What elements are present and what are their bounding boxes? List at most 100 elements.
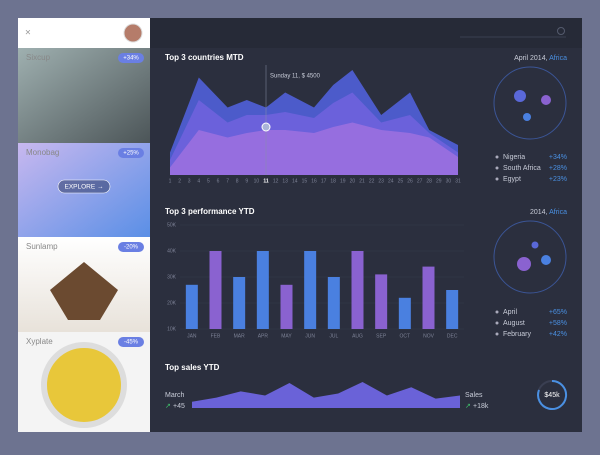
legend-dot — [495, 310, 499, 314]
product-name[interactable]: Xyplate — [26, 337, 53, 346]
x-tick-label: 17 — [321, 178, 327, 184]
explore-button[interactable] — [57, 179, 111, 194]
x-tick-label: 21 — [359, 178, 365, 184]
bar[interactable] — [351, 251, 364, 329]
bubble — [531, 241, 539, 249]
x-tick-label: 19 — [340, 178, 346, 184]
legend-name: August — [503, 320, 525, 327]
legend-name: Egypt — [503, 176, 521, 183]
ring-progress — [537, 379, 568, 410]
legend-change: +58% — [549, 320, 567, 327]
region[interactable]: Africa — [549, 55, 567, 62]
bar[interactable] — [398, 297, 411, 329]
bubble-frame — [493, 66, 567, 140]
panel-title: Top 3 performance YTD — [165, 207, 255, 216]
x-tick-label: 16 — [311, 178, 317, 184]
x-tick-label: 10 — [254, 178, 260, 184]
x-tick-label: 2 — [178, 178, 181, 184]
bubble — [517, 257, 531, 271]
x-tick-label: 11 — [263, 178, 269, 184]
product-name[interactable]: Sunlamp — [26, 242, 58, 251]
x-tick-label: JUN — [305, 333, 315, 339]
bar[interactable] — [280, 284, 293, 329]
x-tick-label: SEP — [376, 333, 387, 339]
bar[interactable] — [422, 266, 435, 329]
x-tick-label: 5 — [207, 178, 210, 184]
panel-period: April 2014, Africa — [514, 55, 567, 62]
bar[interactable] — [327, 277, 340, 329]
badge-label: -45% — [124, 340, 139, 346]
product-name[interactable]: Sixcup — [26, 53, 51, 62]
x-tick-label: 4 — [197, 178, 200, 184]
x-tick-label: DEC — [447, 333, 458, 339]
product-image[interactable] — [18, 48, 150, 143]
panel-title: Top 3 countries MTD — [165, 53, 244, 62]
sales-left-label: March — [165, 392, 185, 399]
x-tick-label: 25 — [398, 178, 404, 184]
arrow-up: ↗ — [165, 403, 171, 410]
x-tick-label: JAN — [187, 333, 197, 339]
x-tick-label: 13 — [282, 178, 288, 184]
y-tick-label: 40K — [167, 248, 177, 254]
sales-total: $45k — [544, 392, 560, 399]
top-bar — [150, 18, 582, 48]
x-tick-label: 1 — [169, 178, 172, 184]
y-tick-label: 50K — [167, 222, 177, 228]
bubble — [541, 95, 551, 105]
x-tick-label: 12 — [273, 178, 279, 184]
plate-shape — [41, 342, 127, 428]
x-tick-label: 15 — [302, 178, 308, 184]
legend-dot — [495, 155, 499, 159]
x-tick-label: 31 — [455, 178, 461, 184]
lamp-shape — [50, 262, 118, 320]
legend-change: +34% — [549, 154, 567, 161]
bubble — [541, 255, 551, 265]
bar[interactable] — [209, 251, 222, 329]
area — [170, 122, 458, 175]
bar[interactable] — [446, 290, 459, 329]
bar[interactable] — [185, 284, 198, 329]
legend-dot — [495, 332, 499, 336]
x-tick-label: 6 — [217, 178, 220, 184]
badge — [118, 148, 144, 158]
sales-left-change: +45 — [173, 403, 185, 410]
product-name[interactable]: Monobag — [26, 148, 59, 157]
x-tick-label: FEB — [211, 333, 221, 339]
period: April 2014, — [514, 55, 548, 62]
bar[interactable] — [233, 277, 246, 329]
x-tick-label: 28 — [426, 178, 432, 184]
bubble — [523, 113, 531, 121]
x-tick-label: APR — [258, 333, 269, 339]
legend-name: Nigeria — [503, 154, 525, 161]
x-tick-label: 8 — [236, 178, 239, 184]
explore-label[interactable]: EXPLORE → — [64, 184, 103, 191]
x-tick-label: JUL — [329, 333, 338, 339]
y-tick-label: 20K — [167, 300, 177, 306]
badge — [118, 53, 144, 63]
close-icon[interactable]: × — [25, 28, 31, 39]
sales-right-change: +18k — [473, 403, 489, 410]
region[interactable]: Africa — [549, 209, 567, 216]
x-tick-label: 24 — [388, 178, 394, 184]
x-tick-label: 27 — [417, 178, 423, 184]
bar[interactable] — [304, 251, 317, 329]
avatar[interactable] — [123, 23, 143, 43]
arrow-up: ↗ — [465, 403, 471, 410]
panel-period: 2014, Africa — [530, 209, 567, 216]
x-tick-label: 14 — [292, 178, 298, 184]
x-tick-label: 30 — [446, 178, 452, 184]
hover-marker[interactable] — [261, 122, 271, 132]
period: 2014, — [530, 209, 548, 216]
bar[interactable] — [375, 274, 388, 329]
sales-right-label: Sales — [465, 392, 483, 399]
hover-annotation: Sunday 11, $ 4500 — [270, 74, 321, 80]
panel-title: Top sales YTD — [165, 363, 220, 372]
legend-dot — [495, 321, 499, 325]
search-icon[interactable] — [557, 27, 565, 35]
x-tick-label: 18 — [330, 178, 336, 184]
bar[interactable] — [256, 251, 269, 329]
legend-dot — [495, 166, 499, 170]
x-tick-label: NOV — [423, 333, 435, 339]
legend-change: +65% — [549, 309, 567, 316]
badge — [118, 337, 144, 347]
